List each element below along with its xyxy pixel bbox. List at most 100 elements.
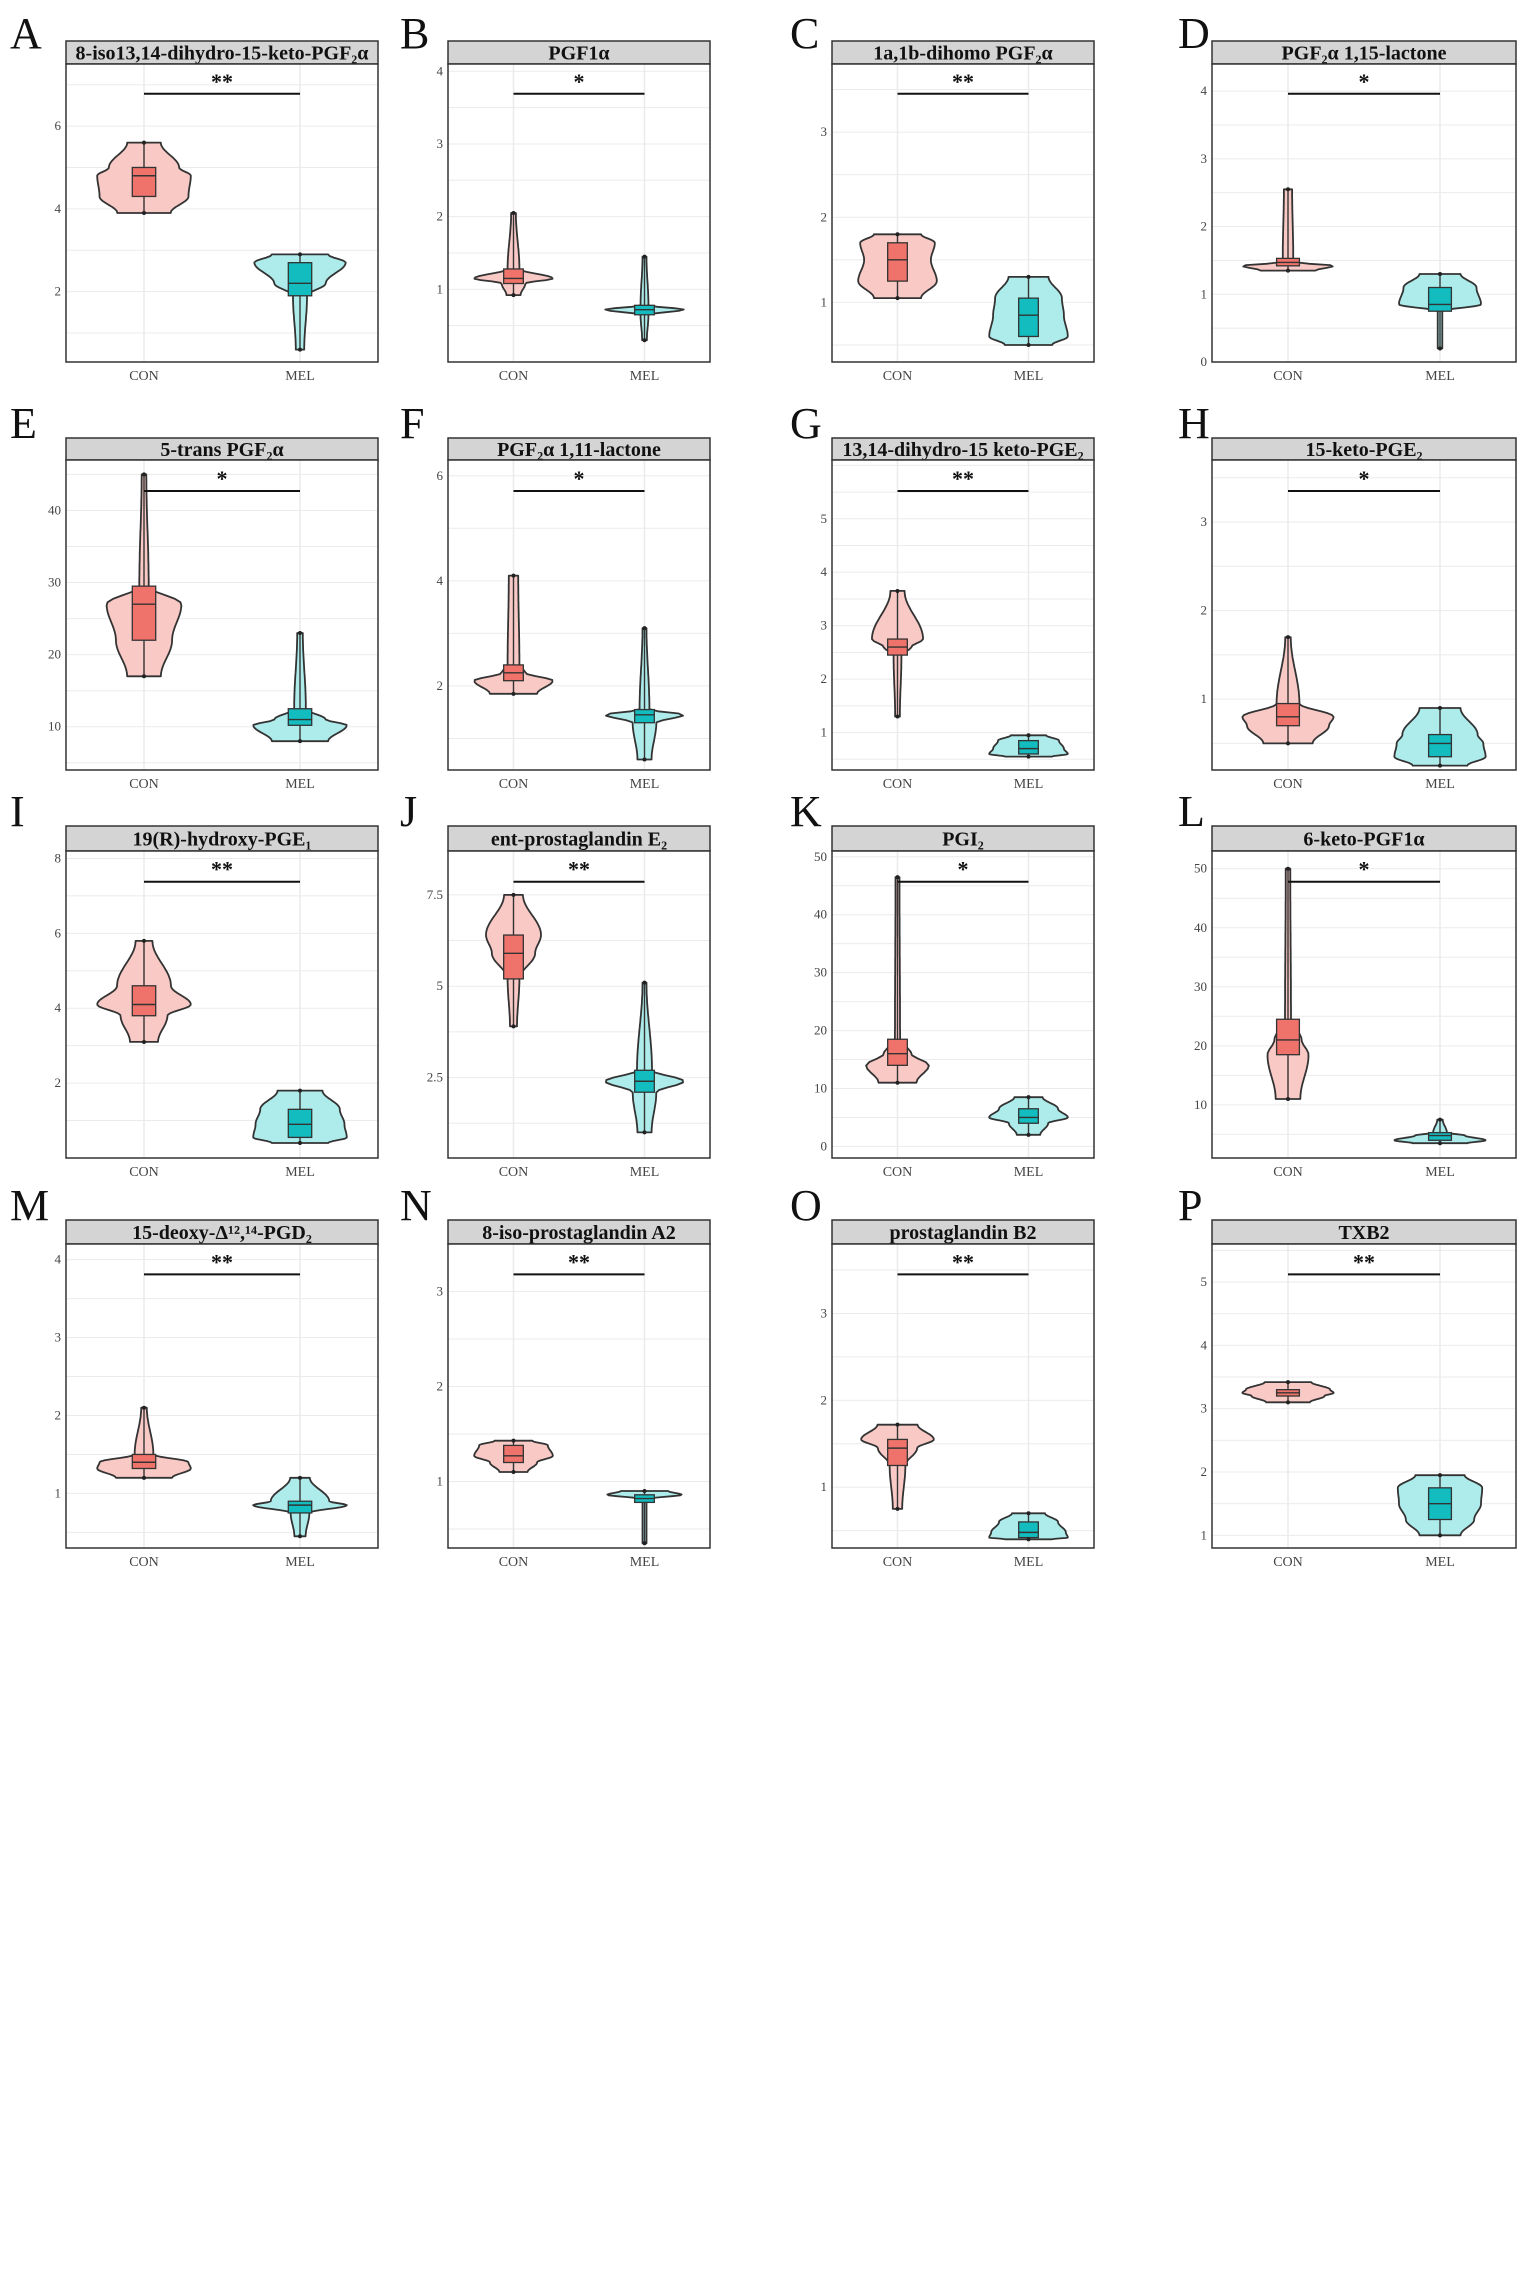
significance-label: ** — [952, 1249, 974, 1274]
y-tick-label: 20 — [48, 647, 61, 662]
min-point — [511, 293, 516, 298]
panel-H: H 15-keto-PGE₂ 1 2 3 CON MEL * — [1178, 399, 1517, 792]
plot-border — [447, 459, 711, 771]
y-tick-label: 4 — [437, 573, 444, 588]
box-mel — [287, 708, 313, 726]
y-tick-label: 2 — [55, 1075, 62, 1090]
max-point — [142, 1405, 146, 1410]
plot-area — [448, 1244, 710, 1548]
box-mel — [1427, 286, 1453, 312]
y-tick-label: 30 — [48, 575, 61, 590]
panel-letter: K — [790, 787, 822, 836]
panel-title-strip — [447, 825, 711, 852]
plot-border — [65, 459, 379, 771]
y-tick-label: 1 — [437, 281, 444, 296]
panel-E: E 5-trans PGF₂α 10 20 30 40 CON MEL * — [10, 399, 379, 792]
min-point — [1438, 763, 1442, 768]
x-tick-label: MEL — [1014, 369, 1044, 384]
plot-area — [448, 851, 710, 1158]
min-point — [511, 1470, 516, 1474]
y-tick-label: 10 — [1194, 1097, 1207, 1112]
max-point — [1026, 274, 1031, 279]
significance-label: * — [574, 466, 585, 491]
x-tick-label: MEL — [630, 777, 660, 792]
y-tick-label: 6 — [55, 118, 62, 133]
plot-border — [831, 850, 1095, 1159]
y-tick-label: 1 — [1201, 286, 1208, 301]
max-point — [1026, 733, 1031, 738]
max-point — [142, 140, 146, 145]
x-tick-label: MEL — [1425, 1165, 1455, 1180]
x-tick-label: MEL — [630, 1165, 660, 1180]
y-tick-label: 4 — [55, 1000, 62, 1015]
x-tick-label: CON — [883, 1165, 913, 1180]
panel-title: TXB2 — [1338, 1222, 1389, 1244]
min-point — [511, 691, 516, 696]
plot-border — [65, 63, 379, 363]
y-tick-label: 1 — [821, 294, 828, 309]
box-mel — [287, 262, 313, 297]
y-tick-label: 4 — [55, 201, 62, 216]
gridlines — [832, 1244, 1094, 1548]
x-tick-label: CON — [129, 369, 159, 384]
x-tick-label: MEL — [1425, 777, 1455, 792]
panel-letter: B — [400, 9, 429, 58]
max-point — [1438, 1473, 1442, 1478]
y-tick-label: 2 — [1201, 1464, 1208, 1479]
plot-border — [831, 1243, 1095, 1549]
y-tick-label: 5 — [821, 511, 828, 526]
box-mel — [1018, 1108, 1039, 1124]
plot-border — [1211, 459, 1517, 771]
x-tick-label: CON — [1273, 1555, 1303, 1570]
y-tick-label: 3 — [437, 1284, 444, 1299]
box-mel — [634, 708, 655, 724]
panel-title-strip — [1211, 825, 1517, 852]
min-point — [511, 1024, 516, 1029]
y-tick-label: 3 — [821, 1305, 828, 1320]
y-tick-label: 30 — [814, 965, 827, 980]
x-tick-label: CON — [499, 1555, 529, 1570]
panel-P: P TXB2 1 2 3 4 5 CON MEL ** — [1178, 1181, 1517, 1570]
panel-letter: C — [790, 9, 819, 58]
panel-F: F PGF₂α 1,11-lactone 2 4 6 CON MEL * — [400, 399, 711, 792]
panel-letter: I — [10, 787, 25, 836]
box-con — [1275, 1018, 1301, 1056]
box-con — [503, 934, 524, 980]
x-tick-label: CON — [129, 1165, 159, 1180]
min-point — [895, 714, 900, 719]
panel-title: PGF₂α 1,15-lactone — [1282, 43, 1447, 65]
x-tick-label: CON — [1273, 369, 1303, 384]
panel-letter: N — [400, 1181, 432, 1230]
panel-title: 8-iso-prostaglandin A2 — [482, 1222, 676, 1244]
max-point — [298, 631, 302, 636]
plot-area — [1212, 64, 1516, 362]
significance-label: * — [1359, 466, 1370, 491]
panel-title-strip — [831, 825, 1095, 852]
min-point — [142, 211, 146, 215]
box-con — [887, 242, 908, 282]
panel-title: 15-keto-PGE₂ — [1305, 439, 1422, 461]
y-tick-label: 1 — [437, 1474, 444, 1489]
panel-title: 19(R)-hydroxy-PGE₁ — [133, 829, 312, 851]
y-tick-label: 1 — [1201, 691, 1208, 706]
min-point — [298, 347, 302, 352]
panel-G: G 13,14-dihydro-15 keto-PGE₂ 1 2 3 4 5 CON MEL ** — [790, 399, 1095, 792]
min-point — [1286, 1400, 1290, 1405]
min-point — [642, 1130, 647, 1135]
panel-letter: F — [400, 399, 424, 448]
max-point — [1286, 866, 1290, 871]
min-point — [1286, 741, 1290, 746]
y-tick-label: 1 — [55, 1485, 62, 1500]
box-con — [1275, 702, 1301, 727]
panel-title: PGF₂α 1,11-lactone — [497, 439, 661, 461]
significance-label: ** — [211, 69, 233, 94]
panel-letter: L — [1178, 787, 1205, 836]
max-point — [1286, 1380, 1290, 1385]
x-tick-label: MEL — [1425, 369, 1455, 384]
x-tick-label: MEL — [1014, 1165, 1044, 1180]
y-tick-label: 7.5 — [427, 887, 443, 902]
panel-title: 1a,1b-dihomo PGF₂α — [873, 43, 1052, 65]
min-point — [142, 1039, 146, 1044]
y-tick-label: 50 — [814, 849, 827, 864]
